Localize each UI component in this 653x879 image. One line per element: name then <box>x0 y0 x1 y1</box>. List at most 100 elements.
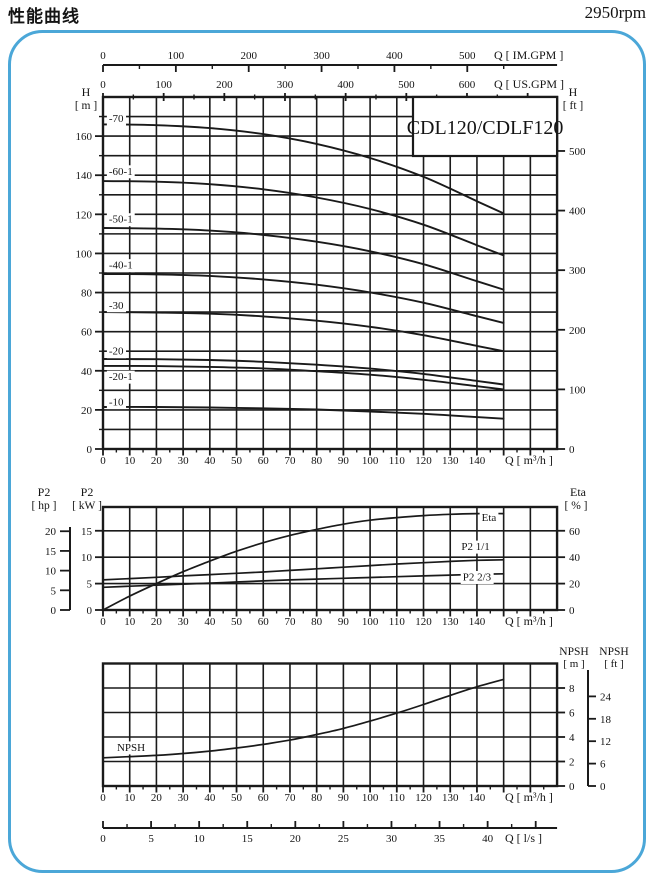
q-tick-label: 0 <box>100 455 106 467</box>
page-title: 性能曲线 <box>8 7 80 26</box>
ls-tick-label: 20 <box>290 833 302 845</box>
ls-tick-label: 15 <box>242 833 254 845</box>
curve-label-Eta-bg <box>479 511 499 525</box>
h-m-tick-label: 100 <box>76 248 93 260</box>
q-tick-label: 30 <box>178 616 190 628</box>
curve-label-P2-1-1: P2 1/1 <box>461 541 489 553</box>
p2-hp-axis-title: P2 <box>38 485 51 499</box>
panel-border <box>8 30 646 873</box>
us-gpm-tick-label: 200 <box>216 79 233 91</box>
q-tick-label: 60 <box>258 455 270 467</box>
p2-kw-tick-label: 5 <box>87 579 93 591</box>
q-tick-label: 140 <box>469 616 486 628</box>
im-gpm-tick-label: 400 <box>386 50 403 62</box>
npsh-m-axis-unit: [ m ] <box>563 658 584 670</box>
q-tick-label: 60 <box>258 616 270 628</box>
im-gpm-tick-label: 0 <box>100 50 106 62</box>
q-tick-label: 70 <box>284 616 296 628</box>
p2-kw-tick-label: 10 <box>81 552 93 564</box>
npsh-ft-tick-label: 0 <box>600 781 606 793</box>
curve-label--70: -70 <box>109 113 124 125</box>
q-tick-label: 70 <box>284 455 296 467</box>
curve-label-NPSH-bg <box>114 741 148 755</box>
curve--50-1 <box>102 227 505 291</box>
eta-axis-unit: [ % ] <box>565 500 588 512</box>
curve-label--20-1: -20-1 <box>109 371 133 383</box>
model-box-label: CDL120/CDLF120 <box>407 117 564 139</box>
p2-kw-axis-unit: [ kW ] <box>72 500 102 512</box>
q-tick-label: 40 <box>204 616 216 628</box>
curve-label--40-1-bg <box>106 259 135 273</box>
q-tick-label: 20 <box>151 792 163 804</box>
curve--30 <box>102 311 505 353</box>
npsh-m-tick-label: 4 <box>569 732 575 744</box>
curve-label--20: -20 <box>109 346 124 358</box>
curve-label-P2-1-1-bg <box>459 540 492 554</box>
curve--40-1 <box>102 273 505 324</box>
curve-label-NPSH: NPSH <box>117 742 145 754</box>
p2-hp-tick-label: 20 <box>45 526 57 538</box>
eta-axis-title: Eta <box>570 485 587 499</box>
q-tick-label: 110 <box>389 455 406 467</box>
q-tick-label: 20 <box>151 616 163 628</box>
npsh-ft-tick-label: 18 <box>600 714 612 726</box>
h-m-tick-label: 0 <box>87 444 93 456</box>
h-ft-axis-title: H <box>569 85 578 99</box>
curve-label--70-bg <box>106 112 127 126</box>
page-header: 性能曲线 2950rpm <box>0 0 653 28</box>
q-axis-label: Q [ m³/h ] <box>505 453 553 467</box>
curve-label--40-1: -40-1 <box>109 260 133 272</box>
curve-label--50-1: -50-1 <box>109 214 133 226</box>
q-tick-label: 50 <box>231 455 243 467</box>
us-gpm-axis-label: Q [ US.GPM ] <box>494 77 564 91</box>
q-tick-label: 90 <box>338 792 350 804</box>
us-gpm-tick-label: 300 <box>277 79 294 91</box>
q-tick-label: 40 <box>204 792 216 804</box>
p2-kw-tick-label: 15 <box>81 526 93 538</box>
h-ft-tick-label: 100 <box>569 384 586 396</box>
curve--20-1 <box>102 364 505 391</box>
q-tick-label: 120 <box>415 455 432 467</box>
us-gpm-tick-label: 400 <box>337 79 354 91</box>
q-tick-label: 130 <box>442 792 459 804</box>
q-tick-label: 10 <box>124 792 136 804</box>
eta-tick-label: 20 <box>569 579 581 591</box>
q-tick-label: 80 <box>311 616 323 628</box>
p2-hp-tick-label: 5 <box>51 585 57 597</box>
im-gpm-tick-label: 200 <box>240 50 257 62</box>
q-tick-label: 100 <box>362 455 379 467</box>
rpm-label: 2950rpm <box>584 3 646 22</box>
q-tick-label: 70 <box>284 792 296 804</box>
npsh-m-tick-label: 2 <box>569 757 575 769</box>
ls-tick-label: 10 <box>194 833 206 845</box>
q-tick-label: 80 <box>311 792 323 804</box>
npsh-ft-tick-label: 6 <box>600 759 606 771</box>
q-tick-label: 0 <box>100 792 106 804</box>
im-gpm-tick-label: 100 <box>168 50 185 62</box>
q-axis-label: Q [ m³/h ] <box>505 790 553 804</box>
h-m-tick-label: 140 <box>76 170 93 182</box>
q-tick-label: 110 <box>389 792 406 804</box>
curve-label--60-1: -60-1 <box>109 166 133 178</box>
curve--60-1 <box>102 180 505 257</box>
q-tick-label: 140 <box>469 455 486 467</box>
curve-label-P2-2-3-bg <box>460 570 494 584</box>
curve-P2-2-3 <box>102 572 505 589</box>
h-m-tick-label: 80 <box>81 288 93 300</box>
q-tick-label: 50 <box>231 616 243 628</box>
ls-tick-label: 5 <box>148 833 154 845</box>
q-tick-label: 110 <box>389 616 406 628</box>
us-gpm-tick-label: 600 <box>459 79 476 91</box>
us-gpm-tick-label: 100 <box>155 79 172 91</box>
p2-hp-tick-label: 10 <box>45 566 57 578</box>
h-m-tick-label: 120 <box>76 209 93 221</box>
curve-label--10-bg <box>106 396 127 410</box>
eta-tick-label: 60 <box>569 526 581 538</box>
npsh-m-tick-label: 6 <box>569 708 575 720</box>
curve-P2-1-1 <box>102 558 505 581</box>
h-ft-tick-label: 300 <box>569 265 586 277</box>
q-tick-label: 100 <box>362 616 379 628</box>
q-tick-label: 30 <box>178 792 190 804</box>
pump-curve-chart: 0 100 200 300 400 500 Q [ IM.GPM ]0 100 200 300 40… <box>8 30 646 873</box>
curve--70 <box>102 123 505 215</box>
